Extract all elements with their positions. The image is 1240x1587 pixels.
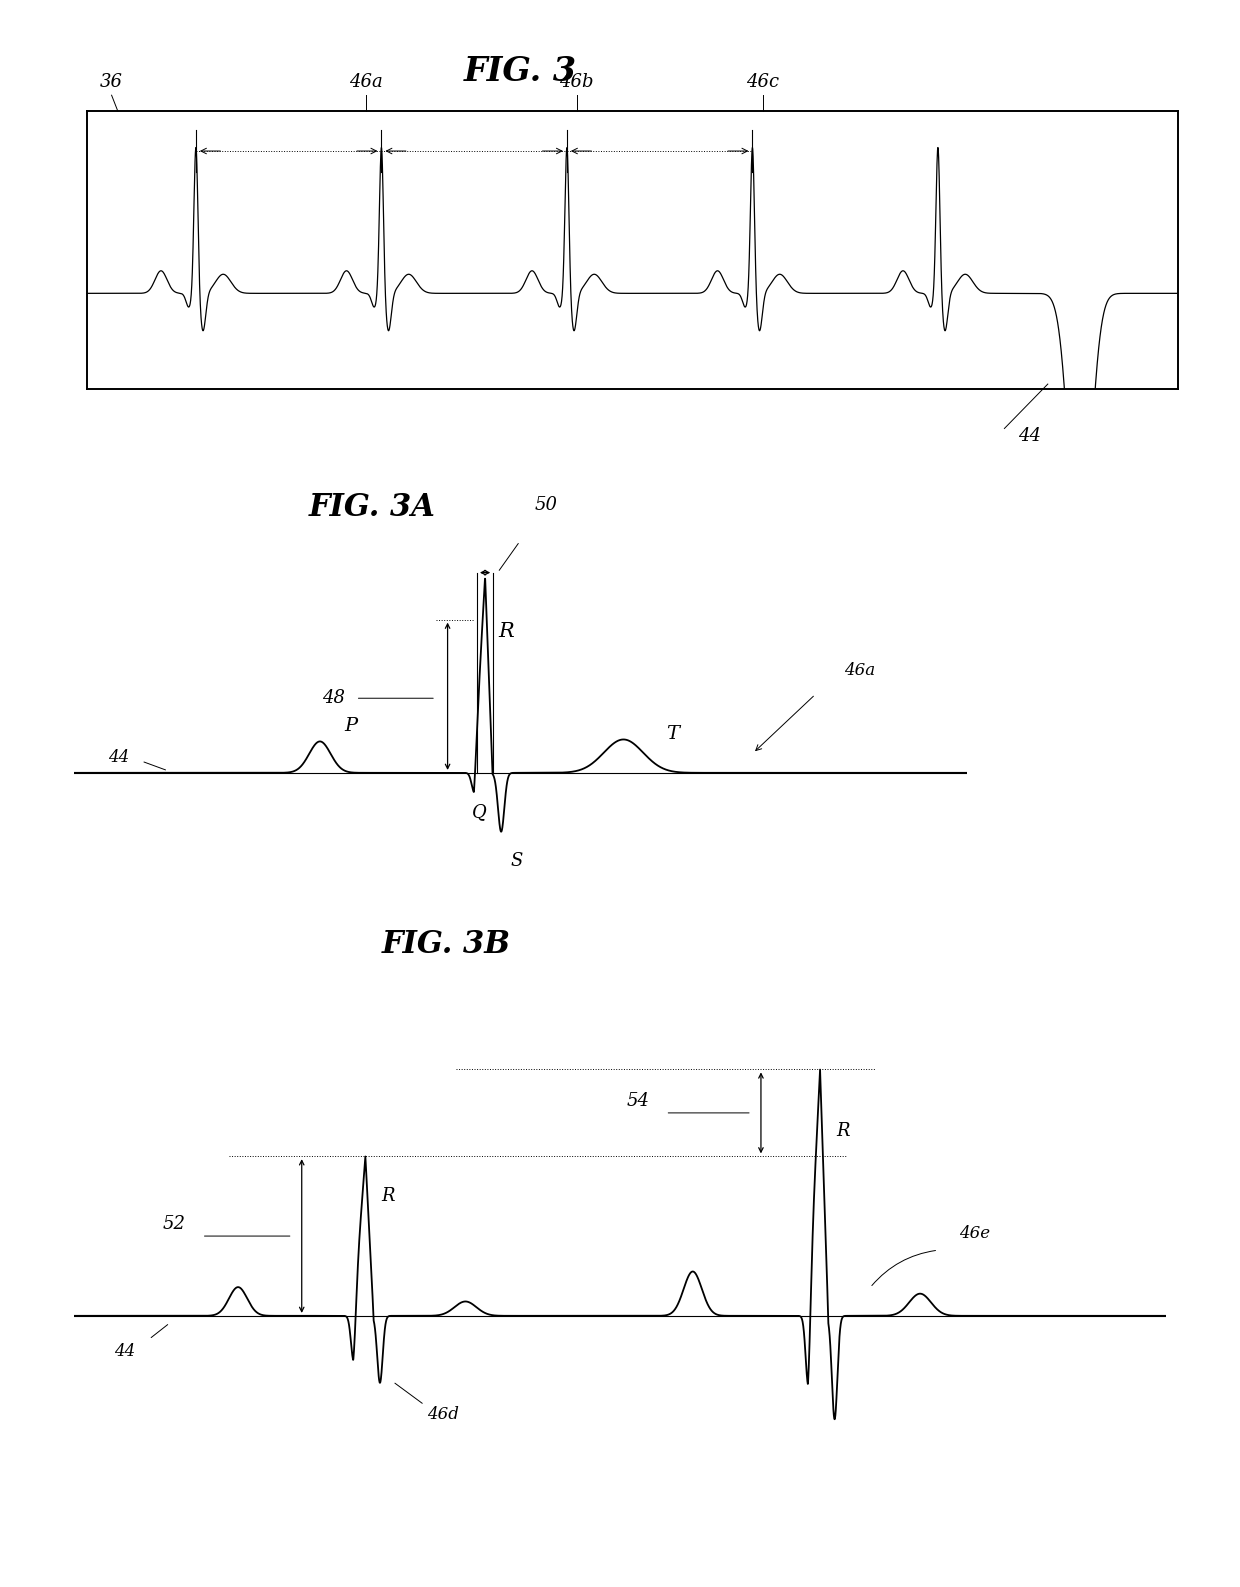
Text: P: P xyxy=(345,717,357,735)
Text: 46c: 46c xyxy=(746,73,779,92)
Text: R: R xyxy=(837,1122,849,1139)
Text: 44: 44 xyxy=(114,1343,135,1360)
Text: FIG. 3B: FIG. 3B xyxy=(382,928,511,960)
Text: 44: 44 xyxy=(108,749,130,765)
Text: T: T xyxy=(666,725,680,743)
Text: R: R xyxy=(498,622,515,641)
Text: 52: 52 xyxy=(162,1216,186,1233)
Text: S: S xyxy=(510,852,522,870)
Text: 46a: 46a xyxy=(348,73,383,92)
Text: 46b: 46b xyxy=(559,73,594,92)
Text: 46a: 46a xyxy=(844,662,875,679)
Text: 46d: 46d xyxy=(427,1406,459,1424)
Text: 48: 48 xyxy=(322,689,345,708)
Text: 54: 54 xyxy=(626,1092,650,1111)
Text: 36: 36 xyxy=(100,73,123,92)
Text: 50: 50 xyxy=(534,495,557,514)
Text: FIG. 3A: FIG. 3A xyxy=(309,492,435,524)
Text: R: R xyxy=(382,1187,396,1205)
Text: FIG. 3: FIG. 3 xyxy=(464,56,578,87)
Text: 44: 44 xyxy=(1018,427,1040,446)
Text: 46e: 46e xyxy=(959,1225,991,1243)
Text: Q: Q xyxy=(471,803,486,820)
